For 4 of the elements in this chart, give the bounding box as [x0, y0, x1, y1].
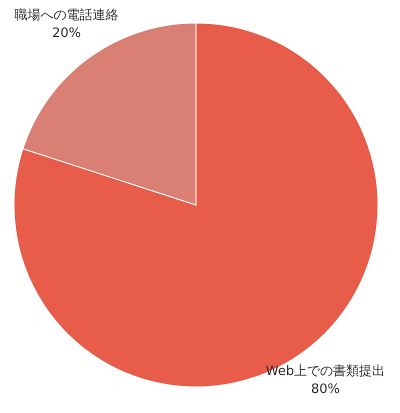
slice-label: Web上での書類提出 [266, 364, 386, 380]
slice-label: 職場への電話連絡 [14, 8, 119, 23]
data-label: 20% [52, 26, 82, 41]
data-label: 80% [310, 382, 340, 398]
